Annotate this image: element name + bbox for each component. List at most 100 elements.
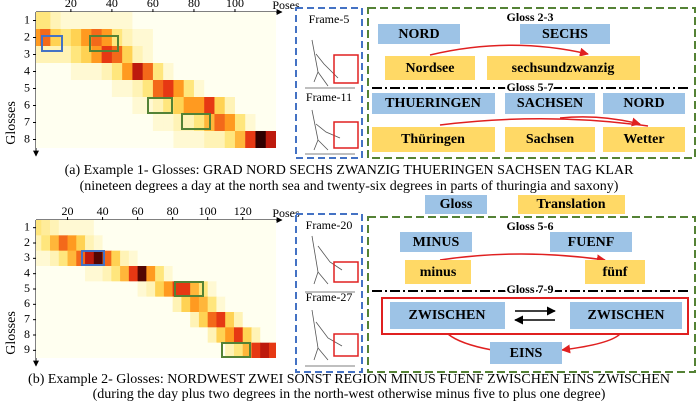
heatmap-cell [245, 63, 256, 81]
heatmap-cell [50, 343, 59, 359]
heatmap-cell [173, 312, 182, 328]
heatmap-cell [260, 297, 269, 313]
heatmap-cell [235, 114, 246, 132]
heatmap-cell [164, 266, 173, 282]
heatmap-cell [163, 12, 174, 30]
y-axis-label: Glosses [4, 101, 19, 145]
heatmap-cell [214, 97, 225, 115]
heatmap-cell [81, 131, 92, 149]
y-tick-label: 7 [24, 114, 30, 128]
hand-box [334, 122, 358, 148]
page-body: 2040608010012345678PosesGlosses 20406080… [0, 0, 699, 402]
heatmap-cell [255, 29, 266, 47]
heatmap-cell [199, 312, 208, 328]
heatmap-cell [208, 297, 217, 313]
heatmap-cell [260, 281, 269, 297]
group-title: Gloss 5-6 [506, 219, 553, 233]
heatmap-cell [81, 12, 92, 30]
heatmap-cell [120, 281, 129, 297]
heatmap-cell [50, 251, 59, 267]
heatmap-cell [132, 97, 143, 115]
heatmap-cell [61, 97, 72, 115]
translation: fünf [603, 265, 628, 280]
heatmap-cell [251, 281, 260, 297]
heatmap-cell [190, 235, 199, 251]
heatmap-cell [146, 297, 155, 313]
heatmap-cell [260, 235, 269, 251]
heatmap-cell [41, 235, 50, 251]
heatmap-cell [269, 343, 278, 359]
heatmap-cell [269, 297, 278, 313]
heatmap-cell [129, 220, 138, 236]
heatmap-cell [164, 312, 173, 328]
heatmap-cell [214, 63, 225, 81]
heatmap-cell [132, 12, 143, 30]
group-title: Gloss 2-3 [506, 10, 553, 24]
heatmap-cell [50, 29, 61, 47]
heatmap-cell [153, 80, 164, 98]
heatmap-cell [243, 281, 252, 297]
heatmap-cell [155, 266, 164, 282]
heatmap-cell [260, 343, 269, 359]
heatmap-cell [190, 281, 199, 297]
heatmap-cell [225, 312, 234, 328]
heatmap-cell [143, 131, 154, 149]
heatmap-cell [173, 235, 182, 251]
heatmap-cell [163, 63, 174, 81]
heatmap-cell [94, 297, 103, 313]
heatmap-cell [164, 235, 173, 251]
heatmap-cell [50, 80, 61, 98]
heatmap-cell [120, 297, 129, 313]
heatmap-cell [255, 114, 266, 132]
heatmap-cell [181, 235, 190, 251]
heatmap-cell [269, 327, 278, 343]
x-tick-label: 80 [167, 204, 179, 218]
heatmap-cell [251, 297, 260, 313]
heatmap-cell [138, 266, 147, 282]
heatmap-cell [111, 343, 120, 359]
heatmap-cell [59, 266, 68, 282]
heatmap-cell [153, 63, 164, 81]
heatmap-cell [59, 327, 68, 343]
heatmap-cell [208, 235, 217, 251]
y-tick-label: 8 [24, 327, 30, 341]
heatmap-cell [76, 266, 85, 282]
heatmap-cell [225, 46, 236, 64]
heatmap-cell [190, 251, 199, 267]
frame-label: Frame-5 [309, 12, 350, 26]
heatmap-cell [50, 312, 59, 328]
heatmap-cell [269, 281, 278, 297]
heatmap-cell [204, 46, 215, 64]
heatmap-cell [138, 327, 147, 343]
heatmap-cell [50, 63, 61, 81]
y-tick-label: 4 [24, 63, 30, 77]
gloss: ZWISCHEN [408, 308, 485, 323]
heatmap-cell [214, 29, 225, 47]
heatmap-cell [208, 220, 217, 236]
heatmap-cell [184, 80, 195, 98]
heatmap-cell [102, 46, 113, 64]
heatmap-cell [68, 220, 77, 236]
heatmap-cell [94, 327, 103, 343]
heatmap-cell [173, 46, 184, 64]
heatmap-cell [184, 131, 195, 149]
heatmap-cell [216, 312, 225, 328]
heatmap-cell [143, 46, 154, 64]
heatmap-cell [71, 29, 82, 47]
hand-box [334, 262, 358, 282]
heatmap-cell [146, 327, 155, 343]
heatmap-cell [255, 131, 266, 149]
heatmap-cell [234, 220, 243, 236]
heatmap-cell [120, 220, 129, 236]
heatmap-cell [181, 251, 190, 267]
heatmap-cell [214, 80, 225, 98]
x-tick-label: 40 [106, 0, 118, 10]
heatmap-cell [225, 235, 234, 251]
hand-box [334, 334, 358, 356]
y-tick-label: 3 [24, 250, 30, 264]
heatmap-cell [111, 251, 120, 267]
heatmap-cell [163, 131, 174, 149]
heatmap-cell [81, 80, 92, 98]
heatmap-cell [208, 312, 217, 328]
heatmap-cell [50, 131, 61, 149]
